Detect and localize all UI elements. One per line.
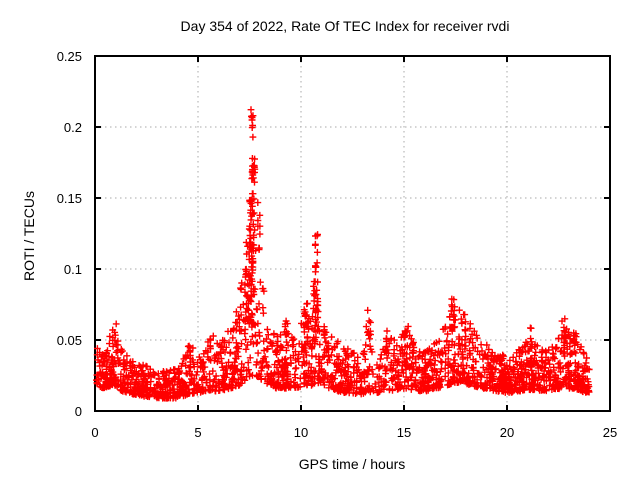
chart-title: Day 354 of 2022, Rate Of TEC Index for r… xyxy=(181,18,510,34)
x-tick-label: 20 xyxy=(500,425,514,440)
scatter-points xyxy=(93,106,593,402)
tick-labels: 0 5 10 15 20 25 0 0.05 0.1 0.15 0.2 0.25 xyxy=(57,49,618,440)
y-tick-label: 0.15 xyxy=(57,191,82,206)
y-tick-label: 0.25 xyxy=(57,49,82,64)
x-tick-label: 5 xyxy=(194,425,201,440)
y-tick-label: 0.2 xyxy=(64,120,82,135)
y-axis-label: ROTI / TECUs xyxy=(21,191,37,281)
roti-data-markers xyxy=(93,106,593,402)
x-tick-label: 0 xyxy=(91,425,98,440)
x-axis-label: GPS time / hours xyxy=(299,456,406,472)
y-tick-label: 0.05 xyxy=(57,333,82,348)
x-tick-label: 10 xyxy=(294,425,308,440)
axes xyxy=(94,55,611,412)
y-tick-label: 0.1 xyxy=(64,262,82,277)
y-tick-label: 0 xyxy=(75,404,82,419)
plot-border xyxy=(94,55,611,412)
x-tick-label: 25 xyxy=(603,425,617,440)
x-tick-label: 15 xyxy=(397,425,411,440)
